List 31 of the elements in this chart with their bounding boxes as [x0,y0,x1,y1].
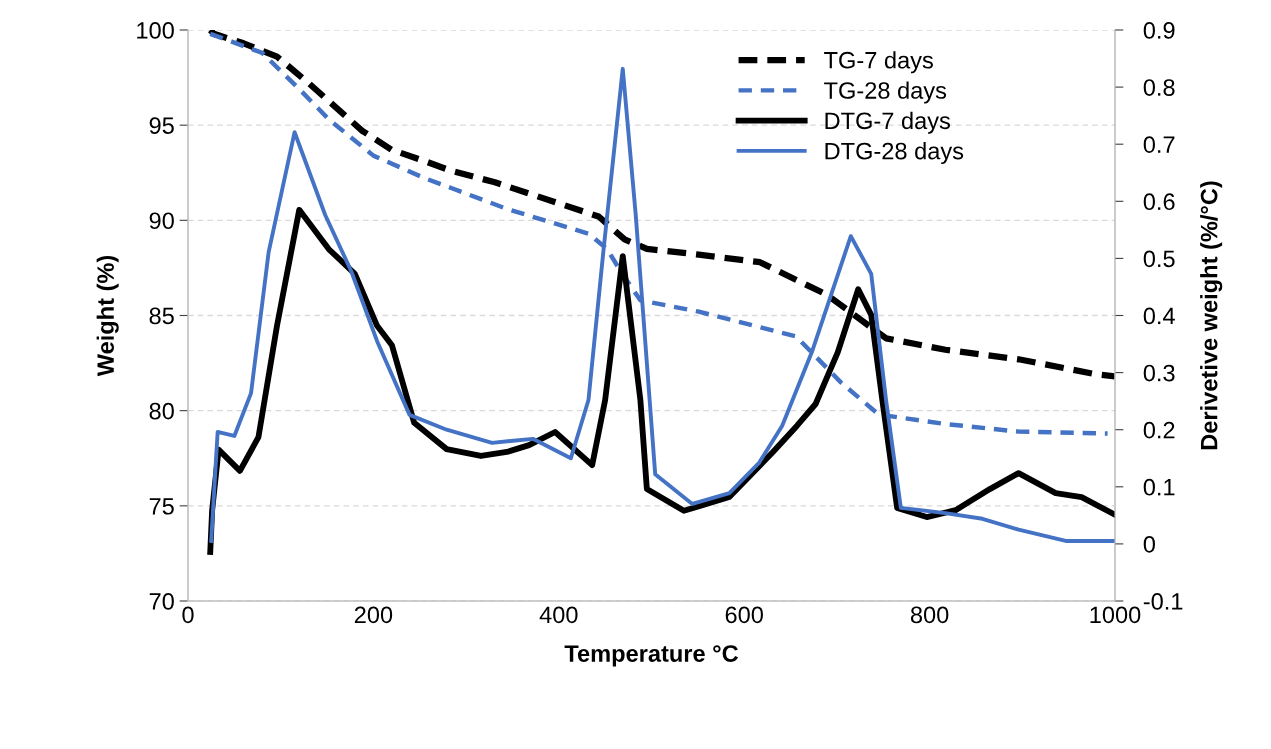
x-tick-label: 0 [182,606,194,624]
y2-tick-label: 0.2 [1143,421,1175,439]
y2-tick-label: 0.8 [1143,79,1175,96]
x-tick-label: 1000 [1090,606,1141,624]
y2-tick-label: -0.1 [1143,593,1183,610]
y-tick-label: 85 [149,307,174,325]
y-axis-title: Weight (%) [96,255,119,377]
y2-tick-label: 0.9 [1143,22,1175,39]
y2-tick-label: 0.3 [1143,364,1175,382]
y-tick-label: 70 [149,593,174,610]
x-tick-label: 600 [725,606,763,624]
y2-tick-label: 0.5 [1143,250,1175,268]
y2-axis-title: Derivetive weight (%/°C) [1200,181,1223,450]
y-tick-label: 95 [149,117,174,134]
x-axis-title: Temperature °C [564,645,739,667]
y2-tick-label: 0 [1143,535,1155,553]
y2-tick-label: 0.1 [1143,478,1175,496]
legend-label: DTG-7 days [825,111,950,134]
y-tick-label: 75 [149,498,174,515]
y-tick-label: 80 [149,402,174,420]
x-tick-label: 400 [539,606,578,624]
y2-tick-label: 0.7 [1143,136,1175,153]
legend-label: DTG-28 days [825,142,964,165]
y2-tick-label: 0.4 [1143,307,1175,325]
legend-label: TG-28 days [824,81,947,104]
x-tick-label: 800 [910,606,949,624]
y2-tick-label: 0.6 [1143,193,1175,211]
legend-label: TG-7 days [824,51,933,74]
y-tick-label: 90 [149,212,174,230]
y-tick-label: 100 [137,22,174,39]
x-tick-label: 200 [354,606,393,624]
